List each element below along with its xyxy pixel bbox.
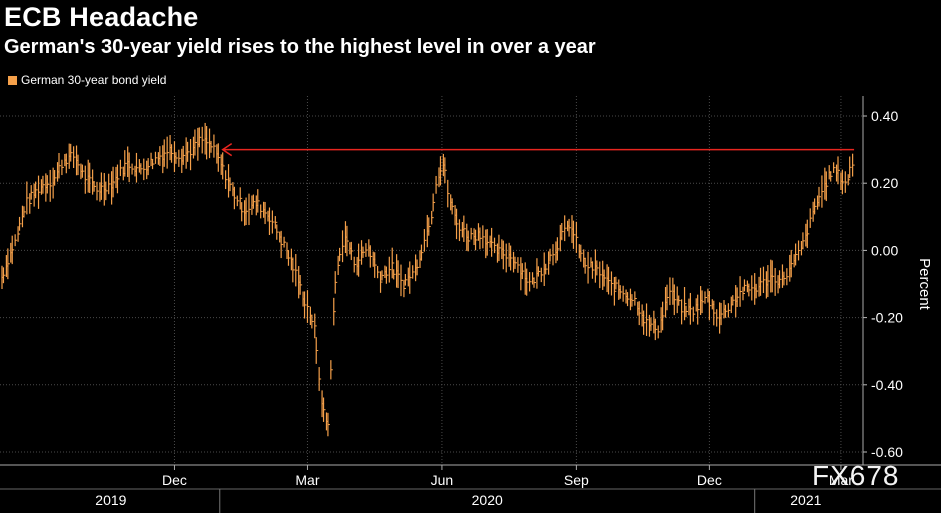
x-tick-label: Mar <box>295 472 319 488</box>
legend-swatch <box>8 75 17 85</box>
x-year-label: 2019 <box>95 492 126 508</box>
x-tick-label: Jun <box>431 472 454 488</box>
y-tick-label: -0.40 <box>871 377 903 393</box>
yield-series <box>1 122 855 437</box>
x-year-label: 2020 <box>472 492 503 508</box>
chart-legend: German 30-year bond yield <box>8 73 166 87</box>
watermark: FX678 <box>812 460 900 491</box>
annotation-arrow-head <box>221 142 233 157</box>
x-year-label: 2021 <box>790 492 821 508</box>
x-tick-label: Mar <box>829 472 853 488</box>
y-axis-label: Percent <box>916 258 933 311</box>
chart-subtitle: German's 30-year yield rises to the high… <box>4 36 596 58</box>
x-tick-label: Dec <box>697 472 722 488</box>
legend-label: German 30-year bond yield <box>21 73 167 87</box>
chart-title: ECB Headache <box>4 2 199 32</box>
x-tick-label: Sep <box>564 472 589 488</box>
y-tick-label: -0.60 <box>871 444 903 460</box>
x-tick-label: Dec <box>162 472 187 488</box>
y-tick-label: 0.40 <box>871 108 898 124</box>
y-tick-label: 0.20 <box>871 175 898 191</box>
y-tick-label: -0.20 <box>871 310 903 326</box>
y-tick-label: 0.00 <box>871 242 898 258</box>
